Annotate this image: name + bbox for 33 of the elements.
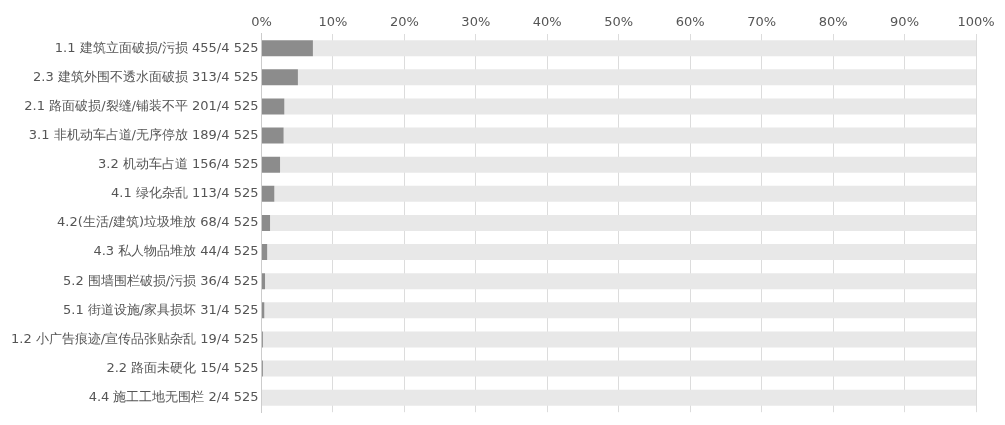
y-tick-label: 3.1 非机动车占道/无序停放 189/4 525 bbox=[28, 126, 259, 142]
bar bbox=[261, 214, 271, 231]
y-tick-label: 4.4 施工工地无围栏 2/4 525 bbox=[88, 389, 259, 405]
bar bbox=[261, 273, 266, 290]
x-tick-label: 80% bbox=[818, 14, 848, 30]
x-tick-label: 100% bbox=[957, 14, 995, 30]
y-tick-label: 5.1 街道设施/家具损坏 31/4 525 bbox=[62, 301, 259, 317]
bar bbox=[261, 244, 268, 261]
x-tick-label: 90% bbox=[890, 14, 919, 30]
y-tick-label: 4.3 私人物品堆放 44/4 525 bbox=[93, 243, 259, 259]
y-tick-label: 4.2(生活/建筑)垃圾堆放 68/4 525 bbox=[56, 214, 259, 230]
bar bbox=[261, 98, 285, 115]
x-tick-label: 20% bbox=[389, 14, 419, 30]
x-tick-label: 60% bbox=[675, 14, 705, 30]
x-tick-label: 40% bbox=[532, 14, 562, 30]
bar bbox=[261, 156, 281, 173]
y-tick-label: 5.2 围墙围栏破损/污损 36/4 525 bbox=[62, 272, 259, 288]
bar bbox=[261, 40, 313, 57]
bar bbox=[261, 185, 275, 202]
y-tick-label: 3.2 机动车占道 156/4 525 bbox=[98, 156, 259, 172]
bar bbox=[261, 127, 284, 144]
y-tick-label: 1.2 小广告痕迹/宣传品张贴杂乱 19/4 525 bbox=[10, 330, 259, 346]
y-tick-label: 2.3 建筑外围不透水面破损 313/4 525 bbox=[33, 68, 259, 84]
y-tick-label: 2.2 路面未硬化 15/4 525 bbox=[106, 359, 259, 375]
y-tick-label: 2.1 路面破损/裂缝/铺装不平 201/4 525 bbox=[24, 97, 259, 113]
y-tick-label: 4.1 绿化杂乱 113/4 525 bbox=[111, 185, 259, 201]
y-tick-label: 1.1 建筑立面破损/污损 455/4 525 bbox=[54, 39, 259, 55]
x-tick-label: 30% bbox=[461, 14, 491, 30]
x-tick-label: 70% bbox=[747, 14, 777, 30]
bar bbox=[261, 69, 298, 86]
x-tick-label: 50% bbox=[604, 14, 634, 30]
x-tick-label: 10% bbox=[318, 14, 348, 30]
x-tick-label: 0% bbox=[251, 14, 272, 30]
